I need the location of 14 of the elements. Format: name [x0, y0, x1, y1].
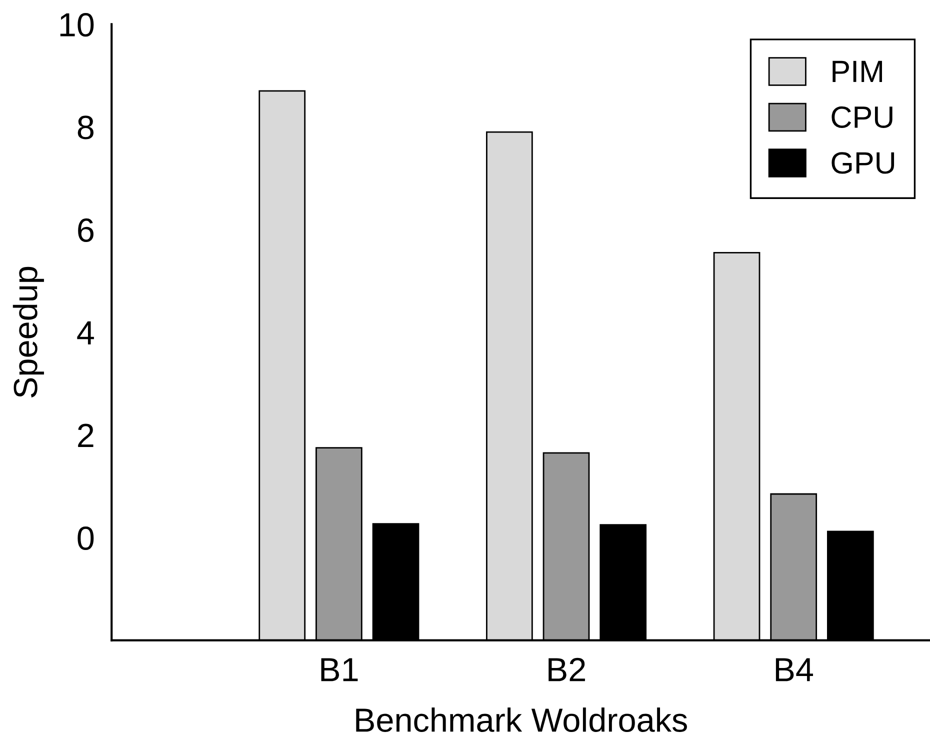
x-tick-label: B1: [321, 658, 358, 682]
y-tick-label: 10: [60, 12, 94, 37]
y-tick-label: 6: [78, 218, 94, 242]
legend-label: GPU: [832, 152, 894, 174]
x-tick-label: B4: [776, 658, 814, 682]
x-axis-title: Benchmark Woldroaks: [356, 708, 687, 732]
legend-label: PIM: [832, 60, 882, 82]
y-axis-title: Speedup: [12, 266, 44, 398]
y-tick-label: 4: [77, 321, 94, 344]
x-tick-label: B2: [548, 658, 585, 682]
y-tick-label: 8: [78, 116, 94, 140]
y-tick-label: 0: [78, 526, 94, 550]
y-tick-label: 2: [78, 424, 94, 448]
legend-label: CPU: [832, 106, 892, 128]
